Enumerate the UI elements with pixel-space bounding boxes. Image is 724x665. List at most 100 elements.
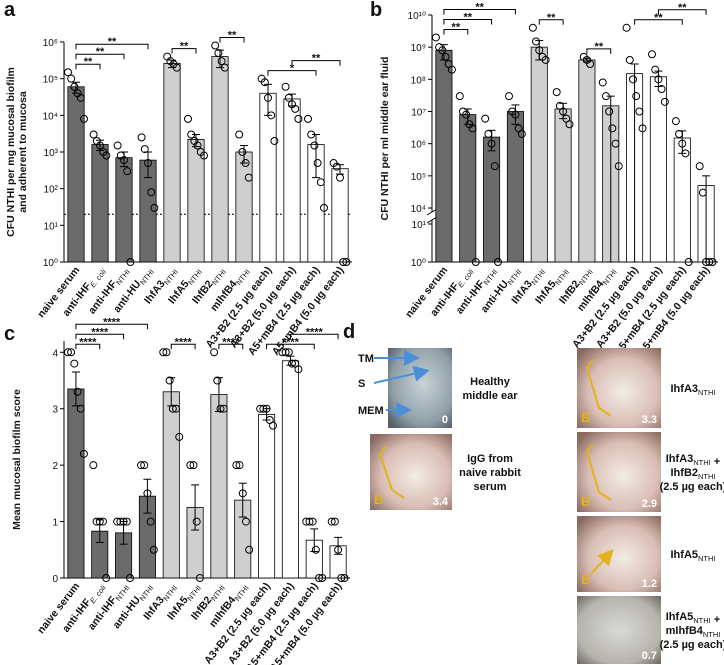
data-point: [294, 114, 303, 123]
significance-label: ****: [103, 316, 121, 328]
data-point: [332, 162, 341, 171]
data-point: [92, 517, 101, 526]
caption-subscript: NTHI: [698, 388, 716, 397]
y-tick-label: 10⁵: [411, 172, 426, 183]
axis-break: [426, 216, 438, 224]
data-point: [270, 136, 279, 145]
photo: [577, 596, 661, 664]
data-point: [528, 23, 537, 32]
data-point: [281, 348, 290, 357]
data-point: [186, 461, 195, 470]
significance-bracket: [75, 343, 101, 350]
photo-marker: B: [581, 572, 590, 587]
data-point: [187, 130, 196, 139]
data-point: [184, 114, 192, 123]
photo-caption: IhfB2NTHI: [671, 467, 716, 481]
y-tick-label: 10²: [44, 185, 59, 196]
significance-bracket: [443, 8, 516, 15]
caption-subscript: NTHI: [693, 616, 711, 625]
data-point: [232, 461, 241, 470]
data-point: [149, 545, 158, 554]
data-point: [241, 517, 250, 526]
significance-bracket: [634, 19, 683, 25]
y-axis-label: Mean mucosal biofilm score: [11, 389, 23, 530]
data-point: [256, 404, 265, 413]
data-point: [95, 517, 104, 526]
data-point: [147, 188, 156, 197]
significance-bracket: [289, 333, 339, 340]
data-point: [302, 517, 311, 526]
photo-score: 0: [442, 414, 448, 426]
data-point: [162, 348, 171, 357]
marker-bracket: [585, 443, 612, 501]
data-point: [320, 203, 328, 212]
bar: [235, 151, 253, 263]
data-point: [120, 156, 128, 165]
data-point: [705, 258, 714, 266]
photo-caption: IhfA5NTHI +: [666, 611, 720, 626]
photo-caption: middle ear: [462, 390, 518, 402]
y-tick-label: 4: [52, 348, 58, 359]
caption-text: mIhfB4: [666, 625, 704, 637]
data-point: [172, 404, 181, 413]
data-point: [455, 92, 464, 101]
y-tick-label: 10⁴: [411, 204, 426, 215]
data-point: [660, 97, 669, 106]
bar: [210, 394, 228, 579]
bar: [91, 144, 109, 263]
data-point: [541, 55, 550, 64]
significance-bracket: [586, 48, 612, 54]
y-tick-label: 10¹⁰: [408, 11, 426, 22]
photo-caption: IhfA3NTHI +: [666, 453, 720, 468]
data-point: [189, 461, 198, 470]
significance-label: **: [108, 36, 117, 48]
data-point: [304, 114, 312, 123]
data-point: [651, 65, 660, 74]
significance-label: **: [96, 46, 105, 58]
caption-text: IhfA5: [671, 549, 699, 561]
data-point: [172, 63, 181, 72]
data-point: [119, 517, 128, 526]
y-tick-label: 3: [52, 405, 58, 416]
data-point: [140, 461, 149, 470]
data-point: [262, 404, 271, 413]
data-point: [336, 173, 344, 182]
data-point: [294, 365, 303, 374]
data-point: [140, 145, 149, 154]
caption-text: middle ear: [462, 390, 518, 402]
photo-annotation: TM: [358, 353, 374, 365]
data-point: [291, 104, 300, 113]
data-point: [102, 574, 111, 582]
y-tick-label: 10⁶: [43, 38, 58, 49]
data-point: [337, 574, 346, 582]
significance-bracket: [218, 343, 244, 350]
data-point: [608, 124, 617, 133]
caption-text: +: [711, 614, 720, 626]
data-point: [334, 545, 343, 554]
data-point: [150, 203, 159, 212]
significance-bracket: [291, 60, 341, 66]
data-point: [318, 574, 327, 582]
significance-label: **: [180, 41, 189, 53]
significance-label: ****: [91, 326, 109, 338]
bar: [331, 168, 349, 263]
y-tick-label: 10³: [44, 148, 59, 159]
data-point: [146, 517, 155, 526]
data-point: [126, 258, 135, 266]
data-point: [614, 162, 623, 171]
significance-bracket: [219, 37, 245, 43]
photo-score: 3.4: [433, 496, 449, 508]
photo-marker: B: [374, 492, 383, 507]
data-point: [638, 124, 647, 133]
bar: [162, 391, 180, 579]
caption-text: (2.5 µg each): [660, 639, 724, 651]
data-point: [601, 92, 610, 101]
y-axis-label: and adherent to mucosa: [17, 91, 29, 213]
significance-bracket: [75, 333, 125, 340]
data-point: [260, 78, 269, 87]
significance-bracket: [75, 43, 149, 50]
data-point: [605, 107, 614, 116]
marker-arrow: [590, 549, 614, 575]
marker-bracket: [378, 445, 405, 499]
data-point: [481, 114, 490, 123]
